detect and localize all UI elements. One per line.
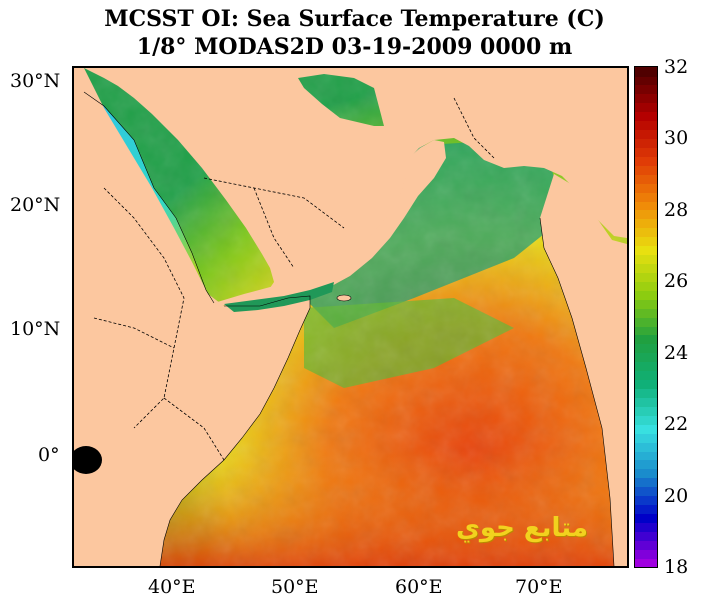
- lon-tick-50: 50°E: [271, 576, 319, 598]
- colorbar-band: [635, 540, 657, 550]
- country-borders: [93, 97, 495, 461]
- colorbar-label: 28: [664, 198, 689, 221]
- lat-tick-30: 30°N: [10, 70, 61, 92]
- colorbar-label: 26: [664, 270, 689, 293]
- colorbar-band: [635, 406, 657, 416]
- colorbar-band: [635, 531, 657, 541]
- land-africa: [74, 68, 310, 566]
- colorbar-band: [635, 111, 657, 122]
- colorbar-band: [635, 254, 657, 265]
- colorbar-band: [635, 352, 657, 363]
- colorbar-band: [635, 397, 657, 407]
- colorbar-band: [635, 120, 657, 131]
- lat-tick-10: 10°N: [10, 318, 61, 340]
- colorbar-band: [635, 174, 657, 184]
- lat-tick-0: 0°: [38, 444, 60, 466]
- colorbar-band: [635, 415, 657, 425]
- colorbar-band: [635, 102, 657, 113]
- colorbar-band: [635, 343, 657, 354]
- colorbar-band: [635, 325, 657, 336]
- colorbar-band: [635, 468, 657, 479]
- colorbar-band: [635, 504, 657, 515]
- land-arabia-south: [214, 140, 446, 308]
- colorbar-band: [635, 424, 657, 434]
- colorbar-band: [635, 549, 657, 559]
- watermark: متابع جوي: [456, 513, 588, 543]
- land-north: [74, 68, 627, 300]
- colorbar-band: [635, 450, 657, 461]
- colorbar-band: [635, 513, 657, 523]
- colorbar-band: [635, 75, 657, 86]
- island-socotra: [336, 294, 352, 302]
- sst-map: [72, 66, 629, 568]
- colorbar-band: [635, 227, 657, 238]
- colorbar-band: [635, 93, 657, 104]
- colorbar-label: 30: [664, 127, 689, 150]
- colorbar: [634, 66, 658, 568]
- colorbar-label: 18: [664, 556, 689, 578]
- lon-tick-60: 60°E: [395, 576, 443, 598]
- colorbar-band: [635, 165, 657, 175]
- lon-tick-70: 70°E: [515, 576, 563, 598]
- colorbar-band: [635, 486, 657, 497]
- colorbar-band: [635, 522, 657, 532]
- colorbar-band: [635, 263, 657, 273]
- colorbar-band: [635, 236, 657, 247]
- colorbar-band: [635, 156, 657, 166]
- gulf-of-aden: [224, 282, 334, 312]
- lat-tick-20: 20°N: [10, 194, 61, 216]
- colorbar-label: 20: [664, 484, 689, 507]
- title-line-1: MCSST OI: Sea Surface Temperature (C): [104, 6, 605, 32]
- colorbar-band: [635, 183, 657, 193]
- colorbar-band: [635, 218, 657, 229]
- title-line-2: 1/8° MODAS2D 03-19-2009 0000 m: [136, 34, 573, 60]
- colorbar-band: [635, 147, 657, 157]
- sst-map-canvas: [74, 68, 627, 566]
- colorbar-label: 22: [664, 413, 689, 436]
- colorbar-band: [635, 138, 657, 148]
- colorbar-band: [635, 334, 657, 345]
- land-india: [540, 174, 627, 566]
- colorbar-label: 24: [664, 341, 689, 364]
- colorbar-band: [635, 129, 657, 140]
- lake-victoria: [74, 446, 102, 474]
- colorbar-band: [635, 308, 657, 318]
- colorbar-band: [635, 290, 657, 300]
- colorbar-band: [635, 200, 657, 211]
- colorbar-band: [635, 361, 657, 372]
- lon-tick-40: 40°E: [148, 576, 196, 598]
- colorbar-band: [635, 477, 657, 488]
- coastlines: [83, 91, 615, 566]
- colorbar-band: [635, 495, 657, 506]
- colorbar-band: [635, 272, 657, 282]
- colorbar-band: [635, 67, 657, 77]
- colorbar-band: [635, 433, 657, 443]
- colorbar-band: [635, 299, 657, 309]
- colorbar-label: 32: [664, 56, 689, 78]
- colorbar-band: [635, 192, 657, 202]
- colorbar-band: [635, 558, 657, 567]
- colorbar-band: [635, 84, 657, 95]
- colorbar-band: [635, 459, 657, 470]
- colorbar-band: [635, 370, 657, 381]
- colorbar-band: [635, 379, 657, 390]
- colorbar-band: [635, 281, 657, 291]
- colorbar-band: [635, 245, 657, 256]
- colorbar-band: [635, 209, 657, 220]
- colorbar-band: [635, 388, 657, 398]
- colorbar-band: [635, 317, 657, 327]
- colorbar-band: [635, 442, 657, 452]
